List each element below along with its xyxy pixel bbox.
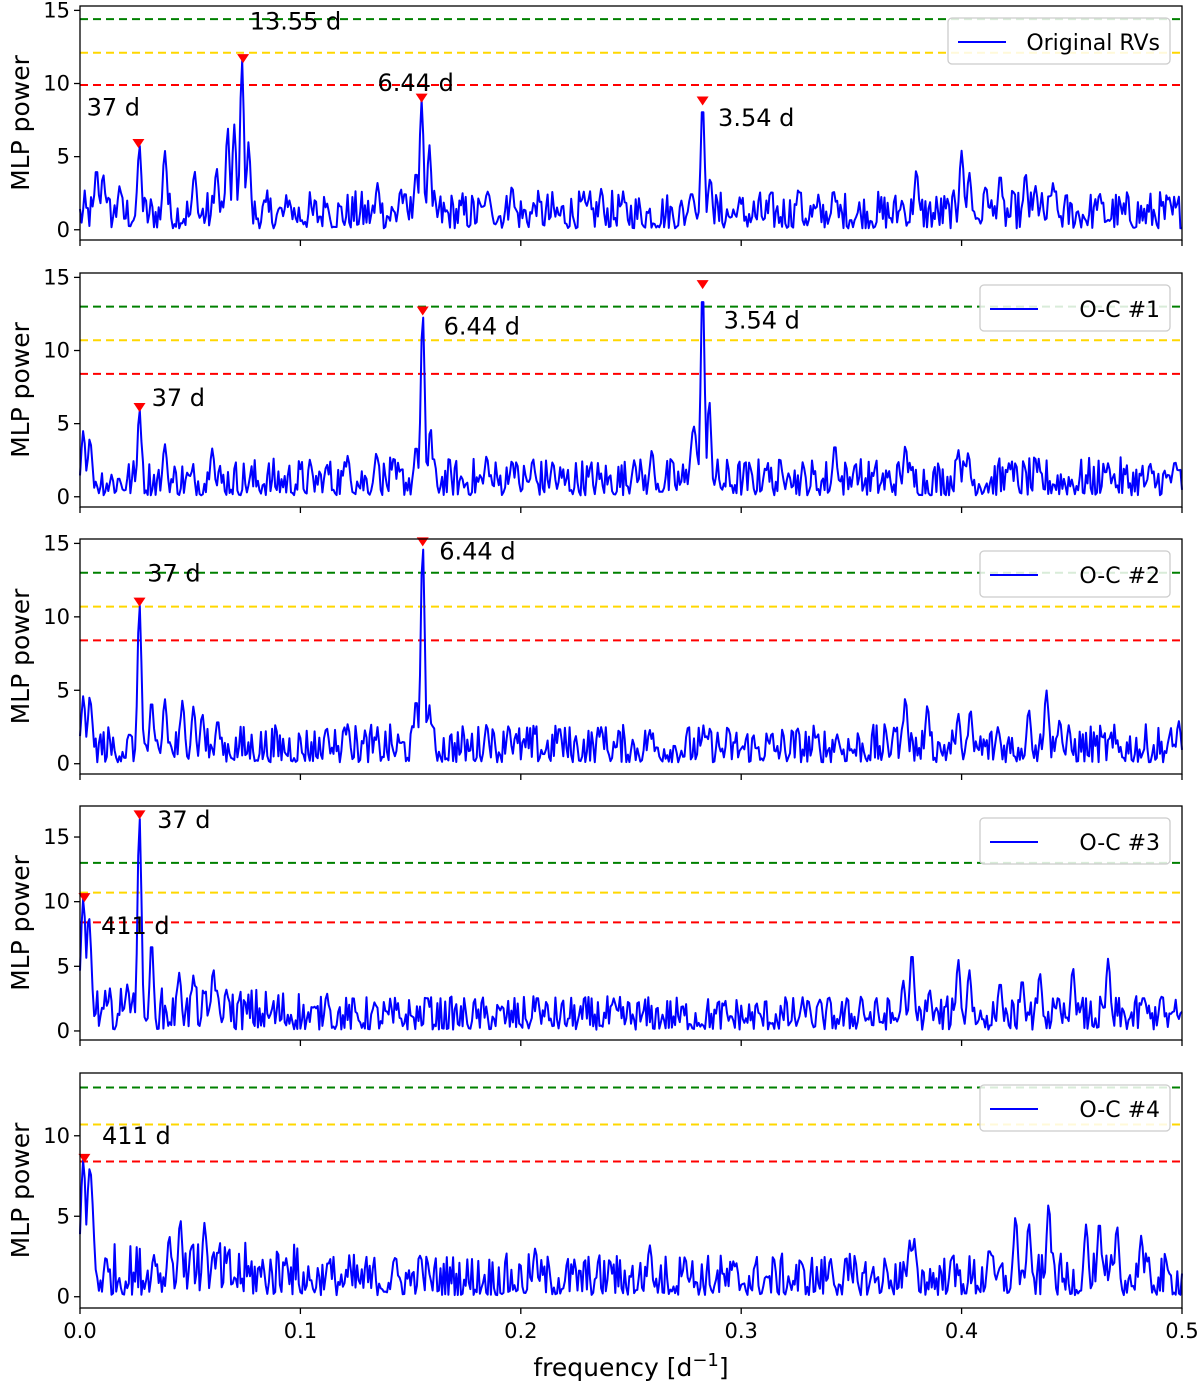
peak-marker bbox=[132, 138, 145, 148]
y-axis-label: MLP power bbox=[6, 321, 35, 458]
peak-label: 37 d bbox=[152, 384, 205, 412]
peak-label: 3.54 d bbox=[724, 307, 800, 335]
peak-marker bbox=[78, 893, 91, 903]
axes-frame bbox=[79, 5, 1183, 241]
y-tick-label: 10 bbox=[43, 605, 70, 629]
peak-marker bbox=[696, 280, 709, 290]
axes-frame bbox=[79, 538, 1183, 775]
y-tick-label: 5 bbox=[57, 678, 70, 702]
legend-box bbox=[979, 1084, 1171, 1132]
peak-label: 37 d bbox=[147, 560, 200, 588]
y-tick-label: 10 bbox=[43, 890, 70, 914]
y-tick-label: 0 bbox=[57, 485, 70, 509]
y-axis-label: MLP power bbox=[6, 588, 35, 725]
peak-marker bbox=[416, 537, 429, 547]
peak-label: 6.44 d bbox=[444, 312, 520, 340]
x-axis-label: frequency [d−1] bbox=[533, 1350, 728, 1382]
periodogram-line bbox=[79, 548, 1183, 764]
x-tick-label: 0.5 bbox=[1165, 1319, 1198, 1343]
periodogram-line bbox=[79, 59, 1182, 230]
panel-2: 37 d 6.44 d 3.54 d 0 5 10 15 MLP power O-C #1 bbox=[6, 265, 1183, 513]
x-axis-label-main: frequency [d bbox=[533, 1353, 692, 1382]
x-axis-label-superscript: −1 bbox=[692, 1350, 719, 1371]
y-tick-label: 15 bbox=[43, 825, 70, 849]
peak-marker bbox=[133, 597, 146, 607]
y-tick-label: 0 bbox=[57, 1285, 70, 1309]
x-tick-label: 0.3 bbox=[724, 1319, 757, 1343]
y-tick-label: 10 bbox=[43, 1124, 70, 1148]
peak-label: 13.55 d bbox=[250, 7, 342, 35]
y-tick-label: 15 bbox=[43, 531, 70, 555]
legend: O-C #3 bbox=[979, 817, 1171, 865]
panel-1: 37 d 13.55 d 6.44 d 3.54 d 0 5 10 15 MLP power Or… bbox=[6, 0, 1183, 246]
legend-entry: O-C #3 bbox=[1079, 831, 1160, 856]
peak-marker bbox=[237, 54, 250, 64]
y-tick-label: 0 bbox=[57, 218, 70, 242]
peak-marker bbox=[416, 306, 429, 316]
y-tick-label: 5 bbox=[57, 954, 70, 978]
legend-entry: O-C #1 bbox=[1079, 298, 1160, 323]
peak-label: 411 d bbox=[101, 912, 170, 940]
peak-marker bbox=[133, 403, 146, 413]
peak-label: 37 d bbox=[157, 806, 210, 834]
y-tick-label: 0 bbox=[57, 1019, 70, 1043]
panel-4: 411 d 37 d 0 5 10 15 MLP power O-C #3 bbox=[6, 805, 1183, 1046]
periodogram-line bbox=[79, 301, 1183, 497]
legend: Original RVs bbox=[947, 17, 1171, 65]
x-tick-label: 0.0 bbox=[63, 1319, 96, 1343]
axes-frame bbox=[79, 805, 1183, 1041]
y-tick-label: 5 bbox=[57, 412, 70, 436]
y-tick-label: 10 bbox=[43, 339, 70, 363]
peak-marker bbox=[78, 1153, 91, 1163]
y-axis-label: MLP power bbox=[6, 1122, 35, 1259]
y-tick-label: 5 bbox=[57, 1204, 70, 1228]
y-tick-label: 15 bbox=[43, 0, 70, 22]
x-tick-label: 0.2 bbox=[504, 1319, 537, 1343]
axes-frame bbox=[79, 1072, 1183, 1309]
legend-entry: O-C #4 bbox=[1079, 1098, 1160, 1123]
y-axis-label: MLP power bbox=[6, 854, 35, 991]
legend-box bbox=[947, 17, 1171, 65]
x-tick-label: 0.1 bbox=[284, 1319, 317, 1343]
periodogram-line bbox=[79, 818, 1183, 1031]
peak-label: 3.54 d bbox=[718, 104, 794, 132]
legend-entry: Original RVs bbox=[1026, 31, 1160, 56]
legend-box bbox=[979, 817, 1171, 865]
y-axis-label: MLP power bbox=[6, 54, 35, 191]
y-tick-label: 15 bbox=[43, 265, 70, 289]
peak-label: 37 d bbox=[87, 94, 140, 122]
legend-box bbox=[979, 550, 1171, 598]
axes-frame bbox=[79, 272, 1183, 508]
legend: O-C #4 bbox=[979, 1084, 1171, 1132]
legend: O-C #2 bbox=[979, 550, 1171, 598]
y-tick-label: 5 bbox=[57, 145, 70, 169]
y-tick-label: 0 bbox=[57, 752, 70, 776]
peak-marker bbox=[696, 96, 709, 106]
panel-3: 37 d 6.44 d 0 5 10 15 MLP power O-C #2 bbox=[6, 531, 1183, 780]
legend: O-C #1 bbox=[979, 284, 1171, 332]
legend-entry: O-C #2 bbox=[1079, 564, 1160, 589]
peak-label: 6.44 d bbox=[439, 538, 515, 566]
x-tick-label: 0.4 bbox=[945, 1319, 978, 1343]
y-tick-label: 10 bbox=[43, 72, 70, 96]
peak-marker bbox=[133, 810, 146, 820]
peak-marker bbox=[415, 93, 428, 103]
legend-box bbox=[979, 284, 1171, 332]
peak-label: 411 d bbox=[102, 1122, 171, 1150]
x-axis-label-suffix: ] bbox=[719, 1353, 729, 1382]
panel-5: 411 d 0 5 10 0.0 0.1 0.2 0.3 0.4 0.5 MLP power O-C … bbox=[6, 1072, 1199, 1343]
periodogram-line bbox=[79, 1159, 1183, 1297]
peak-label: 6.44 d bbox=[378, 69, 454, 97]
